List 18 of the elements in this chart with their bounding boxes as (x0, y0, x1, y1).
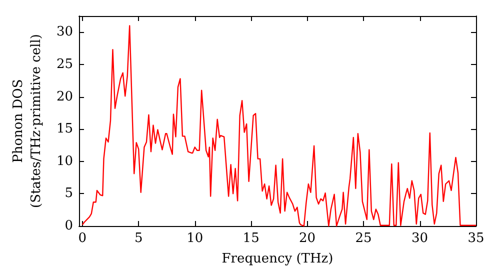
x-tick-label: 35 (468, 231, 484, 246)
y-tick-label: 10 (56, 154, 73, 169)
x-tick-label: 20 (299, 231, 316, 246)
x-tick-label: 10 (186, 231, 204, 246)
y-tick-label: 25 (56, 56, 73, 72)
y-tick-label: 0 (64, 218, 73, 234)
y-tick-label: 20 (56, 89, 73, 104)
x-tick-label: 30 (411, 231, 428, 246)
x-axis-title: Frequency (THz) (222, 252, 334, 266)
x-tick-label: 15 (242, 231, 260, 246)
line-series (82, 25, 477, 227)
x-tick-label: 5 (134, 231, 143, 246)
y-tick-label: 15 (56, 122, 73, 137)
x-tick-label: 0 (78, 231, 87, 246)
y-tick-label: 30 (56, 24, 73, 40)
y-tick-label: 5 (64, 186, 73, 202)
x-tick-label: 25 (355, 231, 372, 246)
y-axis-title: Phonon DOS (States/THz·primitive cell) (11, 34, 44, 208)
